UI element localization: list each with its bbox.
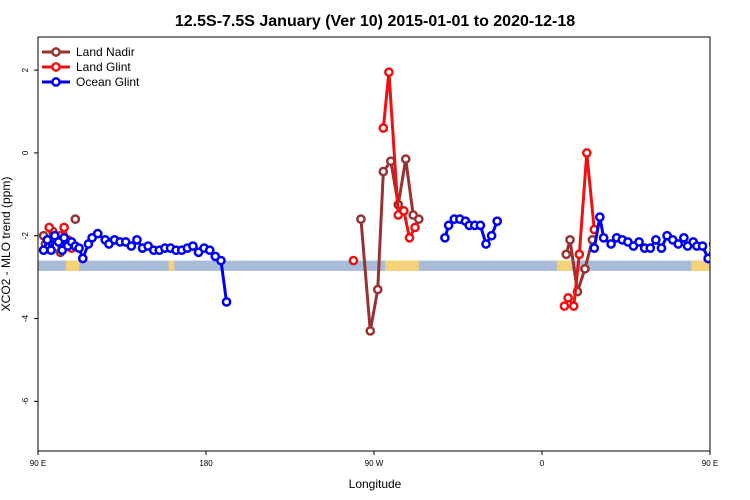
ocean-glint-point — [46, 245, 56, 256]
ocean-glint-point — [204, 245, 215, 256]
ocean-glint-point — [42, 235, 53, 245]
land-band-segment — [556, 260, 572, 271]
x-tick-label: 0 — [540, 459, 545, 468]
ocean-glint-point — [440, 232, 450, 243]
ocean-glint-point — [216, 255, 226, 266]
ocean-glint-point — [126, 241, 137, 251]
ocean-glint-point — [708, 240, 710, 248]
plot-area — [38, 67, 740, 336]
legend-label: Land Nadir — [76, 45, 135, 59]
ocean-glint-point — [716, 234, 723, 241]
land-nadir-point — [378, 166, 389, 177]
legend-label: Ocean Glint — [76, 75, 140, 89]
land-glint-point — [581, 148, 592, 158]
ocean-glint-point — [721, 232, 728, 239]
land-nadir-point — [561, 249, 572, 260]
land-glint-point — [568, 301, 579, 311]
ocean-glint-point — [443, 220, 454, 231]
ocean-glint-point — [589, 243, 600, 253]
y-tick-label: -2 — [21, 232, 30, 240]
land-nadir-point — [372, 284, 383, 295]
ocean-glint-point — [703, 253, 710, 264]
land-nadir-point — [580, 263, 590, 274]
y-tick-label: 2 — [21, 67, 30, 72]
land-glint-point — [404, 232, 415, 243]
legend-label: Land Glint — [76, 60, 131, 74]
ocean-glint-point — [727, 238, 734, 245]
y-axis-label: XCO2 - MLO trend (ppm) — [0, 177, 13, 312]
ocean-glint-point — [486, 230, 497, 241]
land-nadir-point — [400, 154, 411, 164]
ocean-glint-point — [606, 239, 616, 249]
land-glint-point — [378, 123, 389, 133]
ocean-band — [38, 260, 710, 271]
ocean-glint-point — [59, 232, 69, 243]
land-nadir-line — [359, 157, 420, 332]
x-tick-label: 180 — [199, 459, 213, 468]
ocean-glint-point — [656, 243, 667, 253]
chart-title: 12.5S-7.5S January (Ver 10) 2015-01-01 t… — [175, 13, 575, 30]
ocean-glint-point — [188, 241, 198, 251]
land-band-segment — [691, 260, 710, 271]
ocean-glint-point — [132, 235, 142, 245]
land-glint-point — [563, 292, 573, 303]
x-axis-label: Longitude — [349, 477, 402, 491]
land-nadir-point — [565, 235, 575, 245]
ocean-glint-point — [92, 228, 103, 239]
ocean-glint-point — [598, 232, 609, 243]
x-tick-label: 90 E — [702, 459, 718, 468]
y-tick-label: -6 — [21, 397, 30, 405]
ocean-glint-point — [77, 253, 88, 264]
land-glint-point — [384, 67, 394, 78]
land-nadir-point — [356, 214, 366, 225]
ocean-glint-point — [74, 243, 84, 253]
legend-item-land-nadir: Land Nadir — [42, 45, 135, 59]
ocean-glint-point — [475, 220, 486, 231]
y-tick-label: 0 — [21, 150, 30, 155]
land-band-segment — [168, 260, 175, 271]
land-glint-point — [59, 222, 69, 233]
land-glint-point — [348, 255, 359, 266]
ocean-glint-point — [733, 240, 740, 247]
ocean-glint-point — [673, 239, 684, 249]
land-band-segment — [385, 260, 419, 271]
ocean-glint-point — [679, 232, 689, 243]
ocean-glint-point — [697, 241, 708, 251]
ocean-glint-point — [645, 243, 656, 253]
land-band-segment — [66, 260, 80, 271]
x-tick-label: 90 W — [365, 459, 384, 468]
y-axis: 2 0 -2 -4 -6 — [21, 67, 38, 405]
legend-item-ocean-glint: Ocean Glint — [42, 75, 140, 89]
ocean-glint-point — [634, 237, 644, 247]
land-nadir-point — [70, 214, 81, 225]
ocean-glint-point — [221, 297, 232, 307]
land-glint-point — [410, 222, 420, 233]
land-glint-point — [574, 249, 585, 260]
ocean-glint-point — [38, 245, 49, 256]
land-glint-point — [44, 222, 55, 233]
x-tick-label: 90 E — [30, 459, 46, 468]
land-nadir-point — [365, 326, 376, 336]
legend-item-land-glint: Land Glint — [42, 60, 131, 74]
ocean-glint-point — [492, 216, 503, 227]
land-glint-point — [399, 206, 409, 216]
land-glint-point — [559, 301, 570, 311]
ocean-glint-point — [481, 239, 491, 249]
y-tick-label: -4 — [21, 314, 30, 322]
ocean-glint-point — [595, 212, 605, 222]
land-nadir-point — [413, 214, 424, 225]
ocean-glint-point — [651, 235, 661, 245]
x-axis: 90 E 180 90 W 0 90 E — [30, 451, 718, 468]
